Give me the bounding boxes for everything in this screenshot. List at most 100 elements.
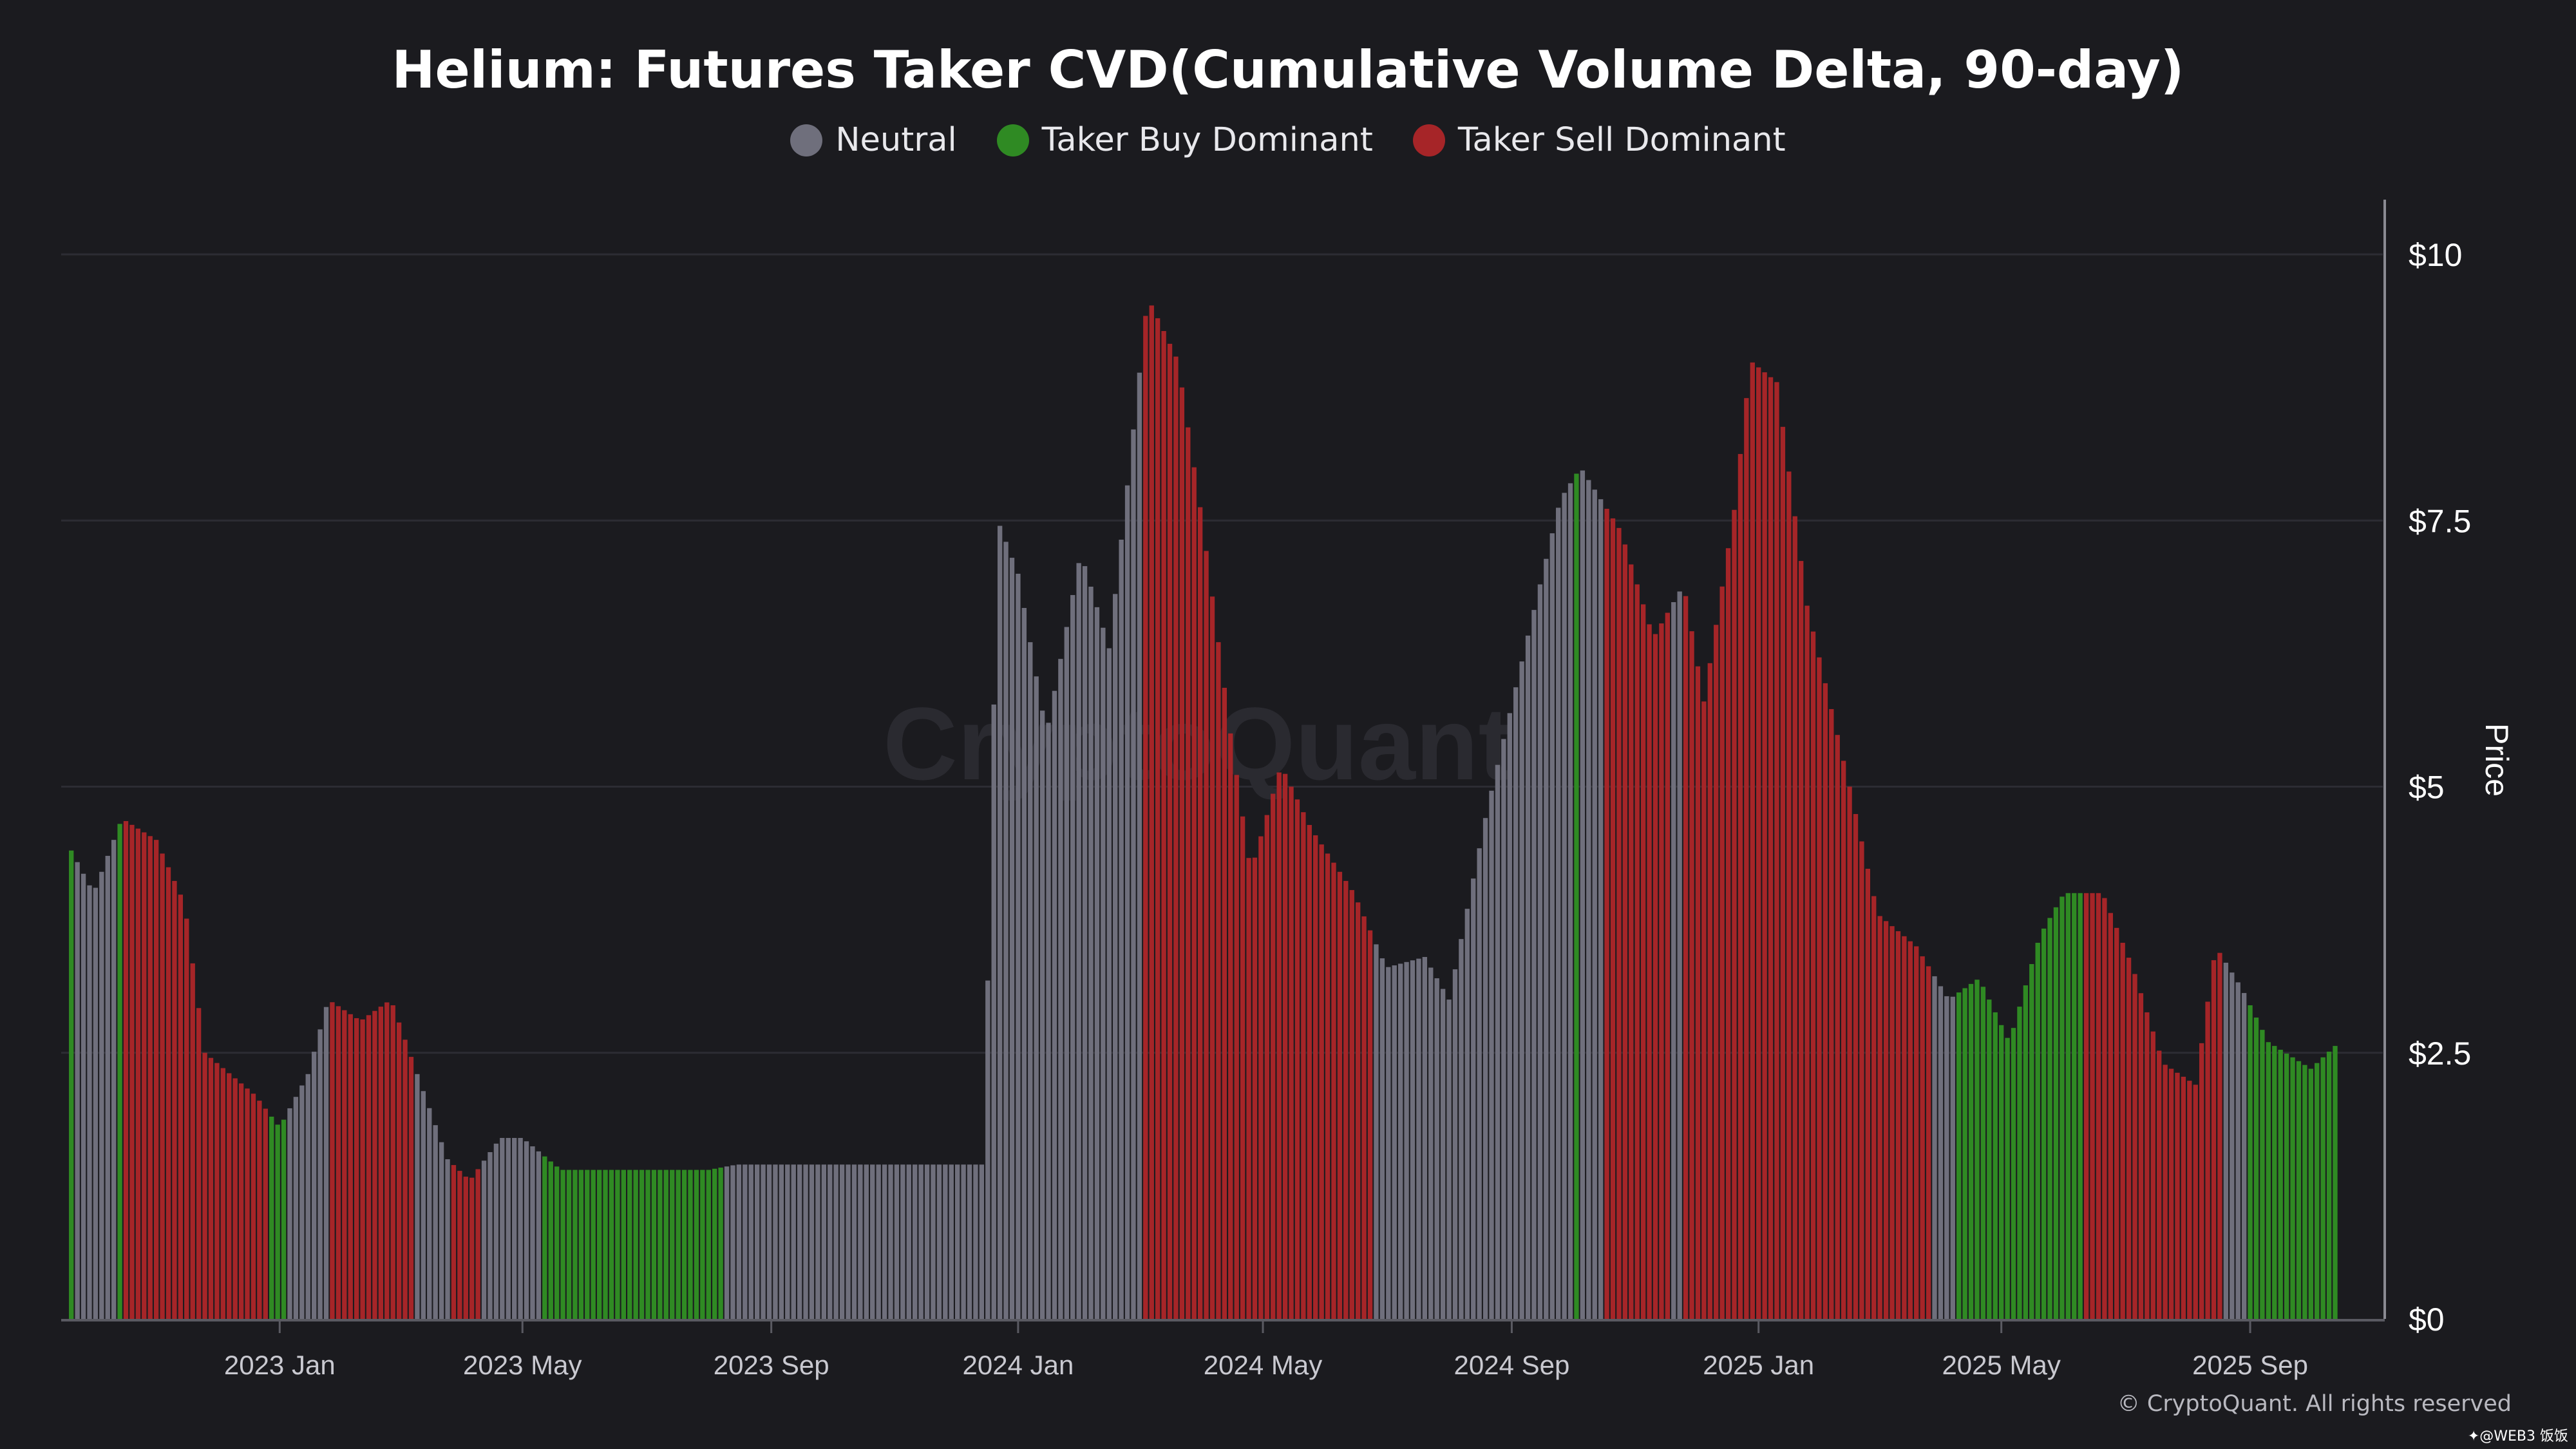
- price-bar: [2308, 1068, 2313, 1319]
- price-bar: [1689, 631, 1694, 1320]
- price-bar: [1331, 862, 1336, 1319]
- price-bar: [2023, 985, 2029, 1319]
- price-bar: [1386, 967, 1391, 1319]
- price-bar: [1052, 690, 1057, 1319]
- price-bar: [2333, 1046, 2338, 1319]
- legend-item-neutral[interactable]: Neutral: [790, 121, 957, 159]
- price-bar: [985, 980, 990, 1319]
- price-bar: [560, 1170, 565, 1319]
- price-bar: [1325, 853, 1331, 1319]
- price-bar: [712, 1168, 717, 1319]
- price-bar: [493, 1143, 499, 1319]
- price-bar: [80, 873, 86, 1319]
- price-bar: [1349, 890, 1354, 1319]
- price-bar: [2150, 1031, 2155, 1319]
- price-bar: [2241, 992, 2247, 1319]
- price-bar: [390, 1005, 395, 1319]
- legend-label-taker-buy: Taker Buy Dominant: [1041, 121, 1373, 159]
- legend-item-taker-sell[interactable]: Taker Sell Dominant: [1412, 121, 1786, 159]
- price-bar: [918, 1164, 923, 1319]
- price-bar: [323, 1007, 329, 1319]
- price-bar: [1337, 871, 1343, 1319]
- price-bar: [2072, 893, 2077, 1319]
- price-bar: [439, 1142, 444, 1319]
- price-bar: [506, 1137, 511, 1319]
- price-bar: [1847, 786, 1852, 1319]
- price-bar: [621, 1170, 626, 1319]
- y-tick-label: $7.5: [2409, 503, 2471, 539]
- price-bar: [961, 1164, 966, 1319]
- price-bar: [1058, 659, 1063, 1319]
- price-bar: [488, 1152, 493, 1319]
- x-tick-label: 2025 Jan: [1703, 1350, 1814, 1380]
- price-bar: [530, 1146, 535, 1319]
- price-bar: [724, 1166, 730, 1319]
- price-bar: [1701, 701, 1707, 1319]
- price-bar: [603, 1170, 608, 1319]
- price-bar: [202, 1052, 207, 1319]
- price-bar: [1464, 909, 1470, 1319]
- price-bar: [2138, 993, 2144, 1319]
- price-bar: [1021, 608, 1027, 1319]
- price-bar: [1119, 540, 1124, 1319]
- price-bar: [1853, 814, 1859, 1319]
- price-bar: [2114, 927, 2119, 1319]
- price-bar: [1804, 605, 1810, 1319]
- legend-item-taker-buy[interactable]: Taker Buy Dominant: [996, 121, 1373, 159]
- price-bar: [1124, 485, 1130, 1320]
- price-bar: [524, 1141, 529, 1319]
- price-bar: [1871, 896, 1877, 1319]
- price-bar: [178, 895, 184, 1319]
- price-bar: [1738, 453, 1743, 1320]
- price-bar: [2029, 964, 2034, 1319]
- price-bar: [1149, 305, 1154, 1320]
- price-bar: [766, 1164, 772, 1319]
- price-bar: [2090, 893, 2095, 1319]
- price-bar: [773, 1164, 778, 1319]
- price-bar: [1677, 591, 1682, 1320]
- price-bar: [1895, 931, 1901, 1319]
- price-bar: [809, 1164, 815, 1319]
- price-bar: [293, 1097, 299, 1319]
- price-bar: [821, 1164, 827, 1319]
- price-bar: [1671, 601, 1676, 1319]
- price-bar: [1367, 930, 1373, 1319]
- price-bar: [1501, 739, 1506, 1319]
- price-bar: [1792, 516, 1797, 1319]
- price-bar: [913, 1164, 918, 1319]
- price-bar: [1489, 790, 1494, 1319]
- price-bar: [676, 1170, 681, 1319]
- price-bar: [2102, 898, 2107, 1319]
- price-bar: [2181, 1076, 2186, 1319]
- price-bar: [1835, 735, 1840, 1319]
- price-bar: [882, 1164, 887, 1319]
- price-bar: [2248, 1005, 2253, 1319]
- price-bar: [2035, 942, 2040, 1319]
- price-bar: [1016, 573, 1021, 1319]
- price-bar: [2041, 928, 2047, 1319]
- price-bar: [2096, 893, 2101, 1319]
- price-bar: [803, 1164, 808, 1319]
- price-bar: [1477, 848, 1482, 1319]
- price-bar: [1434, 978, 1439, 1319]
- x-tick-label: 2025 Sep: [2192, 1350, 2308, 1380]
- price-bar: [1294, 799, 1300, 1319]
- price-bar: [299, 1085, 305, 1319]
- price-bar: [287, 1108, 292, 1319]
- price-bar: [700, 1170, 705, 1319]
- price-bar: [1810, 631, 1816, 1319]
- price-bar: [1902, 936, 1907, 1319]
- price-bar: [1101, 627, 1106, 1319]
- y-axis-title: Price: [2479, 723, 2515, 797]
- chart-title: Helium: Futures Taker CVD(Cumulative Vol…: [392, 40, 2184, 100]
- price-bar: [1094, 607, 1100, 1319]
- legend: Neutral Taker Buy Dominant Taker Sell Do…: [0, 121, 2576, 159]
- price-bar: [227, 1073, 232, 1319]
- price-bar: [1258, 836, 1264, 1319]
- price-bar: [1131, 429, 1136, 1319]
- price-bar: [566, 1170, 572, 1319]
- price-bar: [1647, 624, 1652, 1320]
- price-bar: [1714, 625, 1719, 1319]
- price-bar: [1003, 542, 1009, 1319]
- price-bar: [1659, 623, 1664, 1319]
